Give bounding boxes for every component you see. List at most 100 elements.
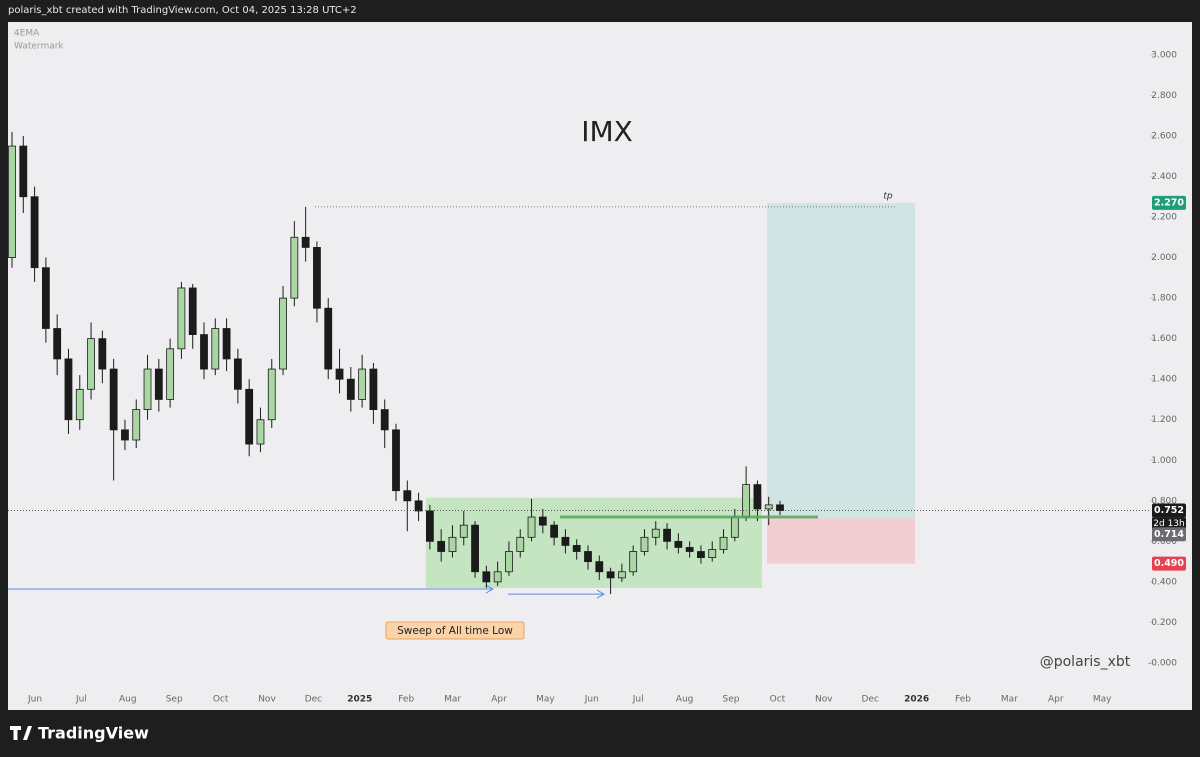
stop-price-tag-bg xyxy=(1152,556,1186,571)
candle-body xyxy=(471,524,479,573)
last-price-tag: 0.752 xyxy=(1154,505,1184,516)
candle-body xyxy=(505,551,513,573)
candle-body xyxy=(121,429,129,441)
candle-body xyxy=(674,540,683,548)
candle-body xyxy=(324,307,333,370)
candle-body xyxy=(233,358,242,390)
x-tick-label: Jun xyxy=(584,695,599,705)
candle-body xyxy=(742,484,751,518)
candle-body xyxy=(75,388,84,421)
candle-body xyxy=(425,510,434,542)
x-tick-label: Mar xyxy=(444,695,461,705)
candle-body xyxy=(98,338,107,370)
candle-body xyxy=(482,571,491,583)
footer-logo: TradingView xyxy=(10,724,149,743)
candle-body xyxy=(651,528,660,538)
x-tick-label: Sep xyxy=(723,695,740,705)
candle-body xyxy=(53,328,62,360)
candle-body xyxy=(177,287,186,350)
candle-body xyxy=(685,547,694,552)
countdown-bg xyxy=(1152,517,1186,530)
candle-body xyxy=(19,145,28,198)
candle-body xyxy=(448,536,457,552)
candle-body xyxy=(550,524,559,538)
y-tick-label: 2.800 xyxy=(1151,91,1177,101)
candle-body xyxy=(335,368,344,380)
candle-body xyxy=(753,484,762,510)
x-tick-label: Jul xyxy=(632,695,644,705)
candle-body xyxy=(606,571,615,579)
candle-body xyxy=(764,504,773,510)
candle-body xyxy=(414,500,423,512)
candle-body xyxy=(369,368,378,410)
y-tick-label: 0.400 xyxy=(1151,577,1177,587)
y-tick-label: 1.000 xyxy=(1151,456,1177,466)
annotation-text: Sweep of All time Low xyxy=(397,625,513,637)
last-price-tag-bg xyxy=(1152,503,1186,518)
stop-zone xyxy=(767,518,915,564)
entry-price-tag-bg xyxy=(1152,527,1186,542)
candle-body xyxy=(109,368,118,431)
candle-body xyxy=(719,536,728,550)
logo-icon xyxy=(10,726,32,740)
x-tick-label: Apr xyxy=(1048,695,1064,705)
candle-body xyxy=(143,368,152,410)
x-tick-label: Nov xyxy=(815,695,833,705)
range-box xyxy=(426,497,762,588)
candle-body xyxy=(279,297,287,370)
y-tick-label: -0.000 xyxy=(1148,658,1177,668)
candle-body xyxy=(222,328,231,360)
entry-price-tag: 0.714 xyxy=(1154,529,1184,540)
target-label: tp xyxy=(883,191,893,201)
candle-body xyxy=(708,549,717,558)
x-tick-label: Feb xyxy=(955,695,971,705)
x-tick-label: Mar xyxy=(1001,695,1018,705)
candle-body xyxy=(640,536,649,552)
x-tick-label: Oct xyxy=(770,695,786,705)
x-tick-label: Oct xyxy=(213,695,229,705)
watermark-label: Watermark xyxy=(14,42,64,52)
x-tick-label: Dec xyxy=(305,695,322,705)
candle-body xyxy=(561,536,570,546)
target-zone xyxy=(767,202,915,519)
candle-body xyxy=(8,145,16,258)
candle-body xyxy=(245,388,254,445)
x-tick-label: Jul xyxy=(75,695,87,705)
candle-body xyxy=(617,571,626,579)
candle-body xyxy=(527,516,536,538)
header-text: polaris_xbt created with TradingView.com… xyxy=(8,5,357,16)
y-tick-label: 2.200 xyxy=(1151,213,1177,223)
candle-body xyxy=(459,524,468,538)
candle-body xyxy=(211,328,220,370)
candle-body xyxy=(629,551,638,573)
candle-body xyxy=(380,409,389,431)
candle-body xyxy=(301,236,310,248)
candle-body xyxy=(493,571,502,583)
x-tick-label: Jun xyxy=(27,695,42,705)
x-tick-label: Aug xyxy=(119,695,137,705)
candle-body xyxy=(87,338,95,390)
y-tick-label: 1.600 xyxy=(1151,334,1177,344)
y-tick-label: 2.400 xyxy=(1151,172,1177,182)
y-tick-label: 3.000 xyxy=(1151,50,1177,60)
candle-body xyxy=(154,368,163,400)
x-tick-label: Feb xyxy=(398,695,414,705)
candle-body xyxy=(200,334,208,370)
candle-body xyxy=(290,236,299,299)
candle-body xyxy=(437,540,446,552)
candle-body xyxy=(267,368,276,421)
candle-body xyxy=(776,504,784,511)
sweep-low-arrow xyxy=(596,589,606,599)
candle-body xyxy=(41,267,50,329)
x-tick-label: Aug xyxy=(676,695,694,705)
x-tick-label: May xyxy=(536,695,555,705)
candle-body xyxy=(132,409,141,441)
plot: 3.000 2.800 2.600 2.400 2.200 2.000 1.800 1.600… xyxy=(8,29,1186,705)
y-tick-label: 1.800 xyxy=(1151,294,1177,304)
annotation-box xyxy=(385,621,525,640)
countdown: 2d 13h xyxy=(1153,519,1184,529)
x-tick-label: Dec xyxy=(861,695,878,705)
candle-body xyxy=(697,551,705,558)
x-tick-label: May xyxy=(1093,695,1112,705)
